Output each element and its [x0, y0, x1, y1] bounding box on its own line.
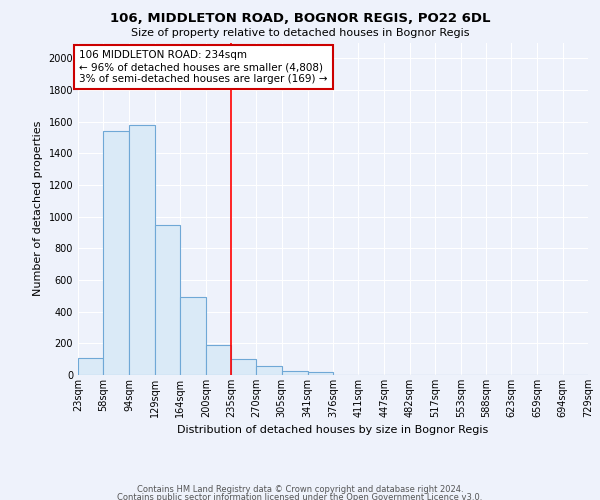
- Y-axis label: Number of detached properties: Number of detached properties: [33, 121, 43, 296]
- Bar: [129, 125, 155, 375]
- Bar: [231, 359, 256, 375]
- Bar: [308, 372, 333, 375]
- Bar: [282, 371, 308, 375]
- Bar: [206, 345, 231, 375]
- Bar: [155, 224, 180, 375]
- Text: Contains HM Land Registry data © Crown copyright and database right 2024.: Contains HM Land Registry data © Crown c…: [137, 485, 463, 494]
- Bar: [180, 298, 206, 375]
- Bar: [256, 366, 282, 375]
- Text: 106 MIDDLETON ROAD: 234sqm
← 96% of detached houses are smaller (4,808)
3% of se: 106 MIDDLETON ROAD: 234sqm ← 96% of deta…: [79, 50, 328, 84]
- Text: Size of property relative to detached houses in Bognor Regis: Size of property relative to detached ho…: [131, 28, 469, 38]
- Bar: [78, 358, 103, 375]
- Text: Contains public sector information licensed under the Open Government Licence v3: Contains public sector information licen…: [118, 493, 482, 500]
- X-axis label: Distribution of detached houses by size in Bognor Regis: Distribution of detached houses by size …: [178, 426, 488, 436]
- Bar: [103, 131, 129, 375]
- Text: 106, MIDDLETON ROAD, BOGNOR REGIS, PO22 6DL: 106, MIDDLETON ROAD, BOGNOR REGIS, PO22 …: [110, 12, 490, 26]
